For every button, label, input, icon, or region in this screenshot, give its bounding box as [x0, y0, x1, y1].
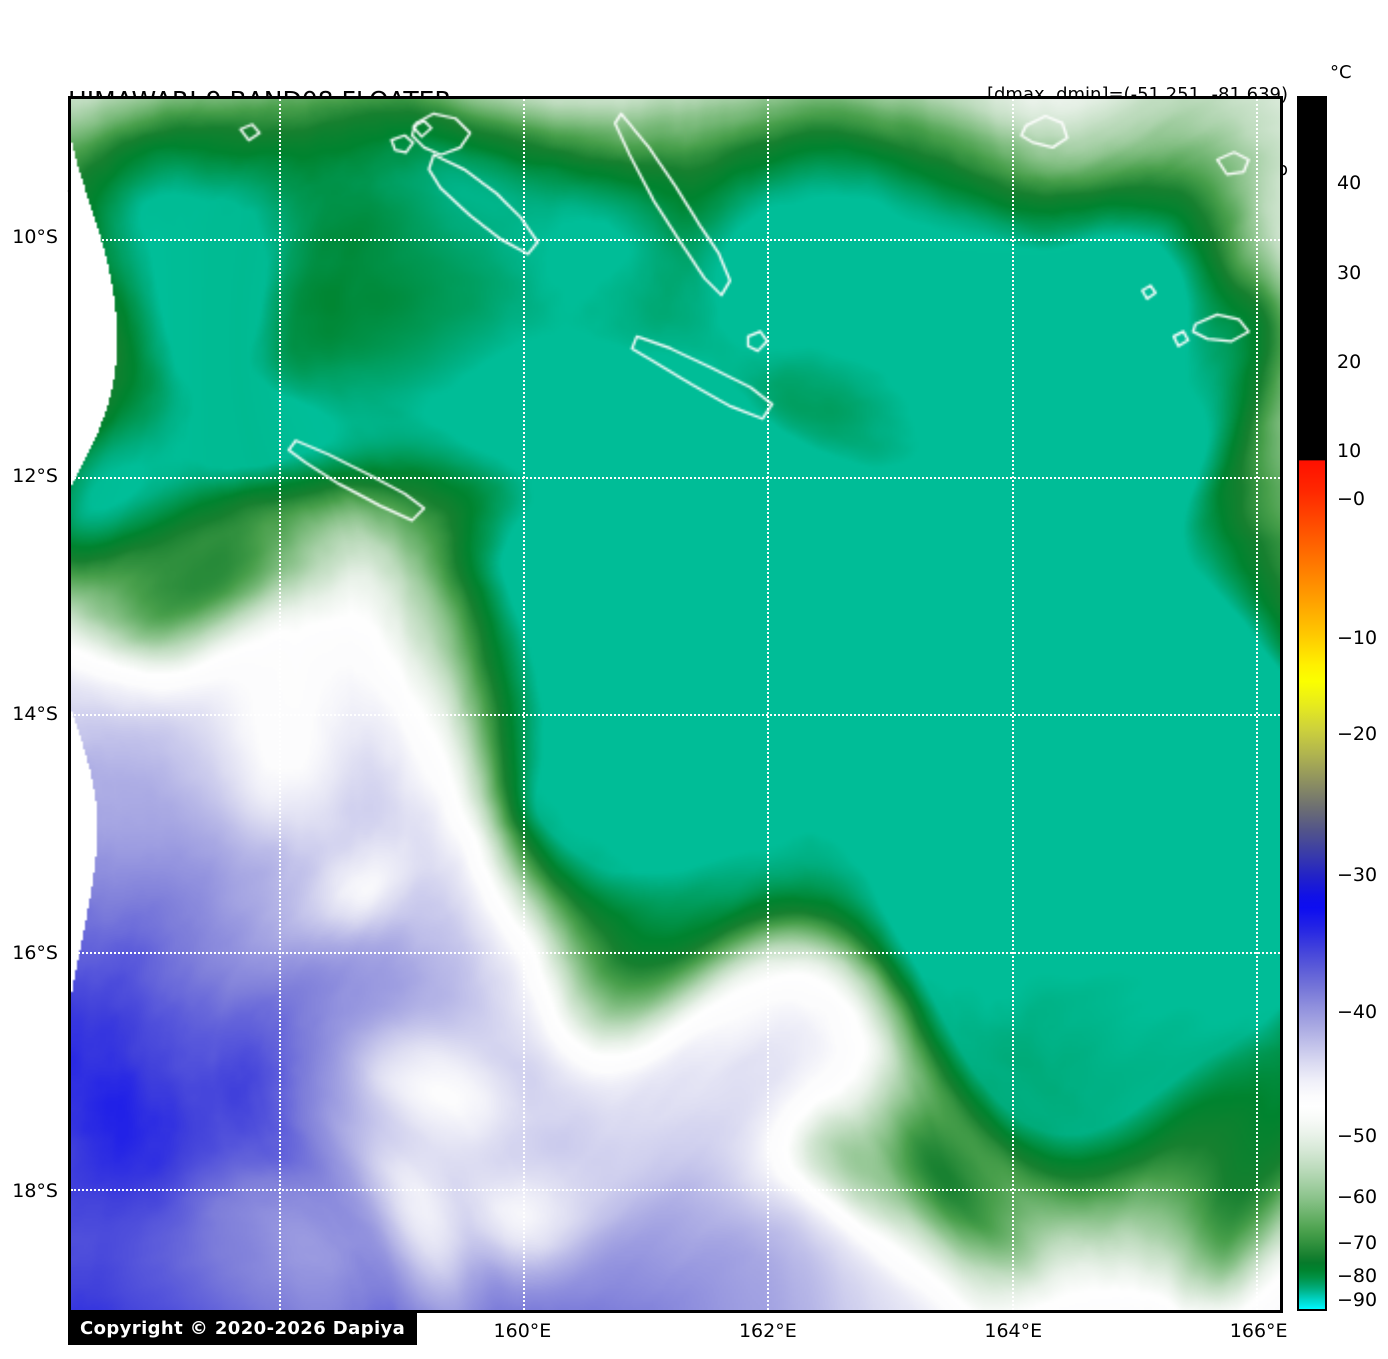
colorbar-tick-label: −70 [1337, 1231, 1378, 1254]
colorbar-tick-label: −0 [1337, 488, 1366, 511]
colorbar-tick-label: 20 [1337, 351, 1362, 374]
colorbar-unit-label: °C [1330, 62, 1352, 83]
colorbar-tick-label: 30 [1337, 262, 1362, 285]
colorbar-tick-label: −10 [1337, 626, 1378, 649]
satellite-image-plot[interactable] [68, 96, 1283, 1313]
latitude-tick-label: 10°S [12, 226, 58, 249]
colorbar-gradient [1297, 96, 1327, 1311]
latitude-tick-label: 14°S [12, 703, 58, 726]
colorbar-tick-label: 40 [1337, 172, 1362, 195]
longitude-tick-label: 164°E [984, 1320, 1043, 1342]
longitude-tick-label: 162°E [738, 1320, 797, 1342]
colorbar-tick-label: −40 [1337, 1001, 1378, 1024]
colorbar-tick-label: −50 [1337, 1125, 1378, 1148]
colorbar-tick-label: −60 [1337, 1185, 1378, 1208]
copyright-banner: Copyright © 2020-2026 Dapiya [68, 1313, 418, 1345]
latitude-tick-label: 12°S [12, 464, 58, 487]
colorbar-tick-label: −30 [1337, 863, 1378, 886]
colorbar-tick-label: −20 [1337, 722, 1378, 745]
longitude-tick-label: 160°E [493, 1320, 552, 1342]
longitude-tick-label: 166°E [1229, 1320, 1288, 1342]
temperature-colorbar[interactable]: 40 30 20 10 −0 −10 −20 −30 −40 −50 −60 −70 −80 −90 [1297, 96, 1377, 1311]
colorbar-tick-label: −80 [1337, 1264, 1378, 1287]
satellite-imagery-canvas [71, 99, 1280, 1310]
latitude-tick-label: 16°S [12, 941, 58, 964]
latitude-tick-label: 18°S [12, 1180, 58, 1203]
colorbar-tick-label: 10 [1337, 439, 1362, 462]
colorbar-tick-label: −90 [1337, 1289, 1378, 1312]
